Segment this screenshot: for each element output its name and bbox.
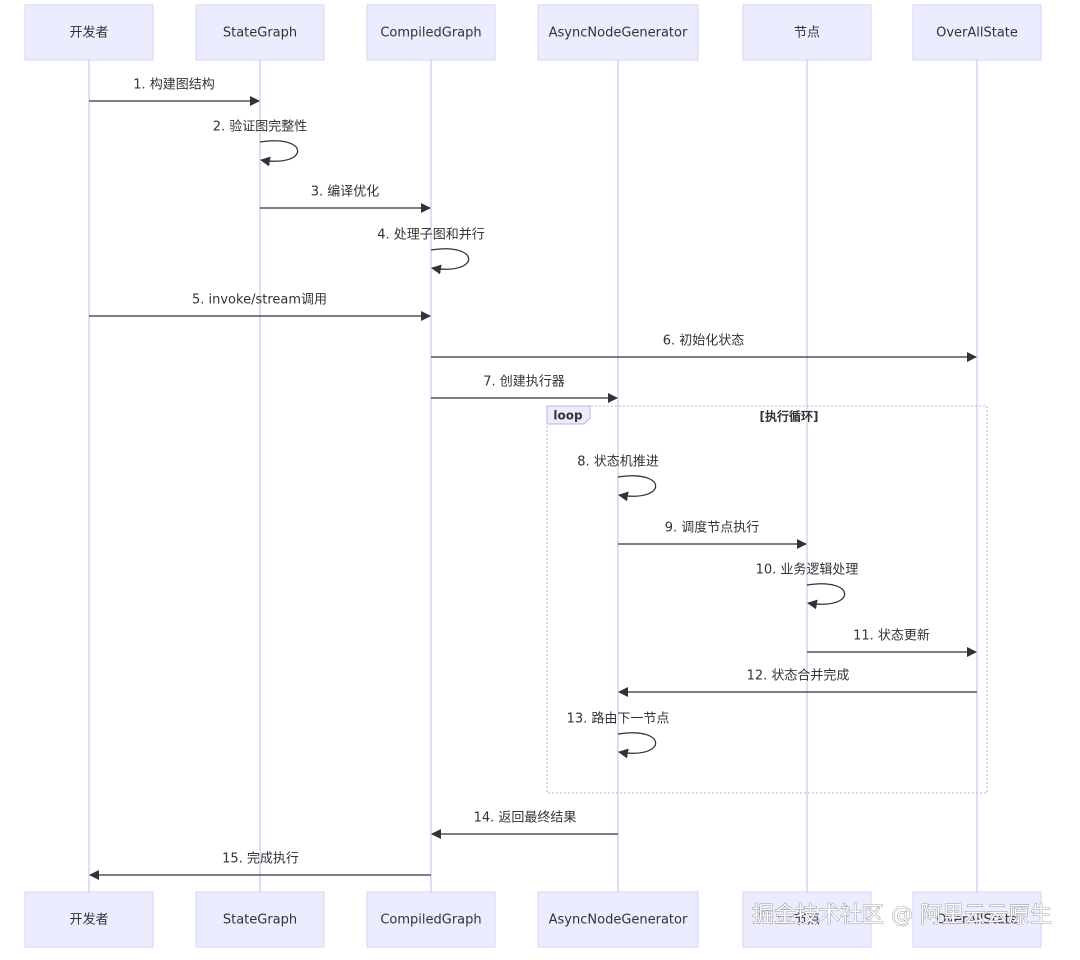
participant-bottom-label: AsyncNodeGenerator xyxy=(549,913,688,928)
participant-top-label: AsyncNodeGenerator xyxy=(549,26,688,41)
message-label: 11. 状态更新 xyxy=(853,628,930,644)
participant-bottom-box xyxy=(742,891,872,948)
self-message xyxy=(259,140,299,167)
participant-top-box xyxy=(742,4,872,61)
participant-bottom-box xyxy=(195,891,325,948)
self-message xyxy=(617,732,657,759)
participant-bottom-label: StateGraph xyxy=(223,913,297,928)
message-label: 13. 路由下一节点 xyxy=(567,711,670,727)
self-message xyxy=(430,248,470,275)
message-label: 8. 状态机推进 xyxy=(577,455,659,470)
message-label: 14. 返回最终结果 xyxy=(474,810,577,826)
message-label: 12. 状态合并完成 xyxy=(747,669,850,684)
message-label: 7. 创建执行器 xyxy=(483,375,565,390)
participant-top-label: 节点 xyxy=(794,26,820,41)
watermark: 掘金技术社区 @ 阿里云云原生 xyxy=(752,903,1052,928)
participant-top-box xyxy=(366,4,496,61)
participant-bottom-label: OverAllState xyxy=(936,913,1018,928)
participant-bottom-box xyxy=(366,891,496,948)
message-label: 9. 调度节点执行 xyxy=(665,520,760,536)
message-label: 2. 验证图完整性 xyxy=(213,119,308,135)
participant-top-label: CompiledGraph xyxy=(380,26,481,41)
loop-title: [执行循环] xyxy=(760,409,819,424)
message-label: 1. 构建图结构 xyxy=(133,78,215,93)
message-label: 10. 业务逻辑处理 xyxy=(756,562,859,578)
loop-keyword: loop xyxy=(553,409,583,423)
message-label: 4. 处理子图和并行 xyxy=(377,228,485,243)
self-message xyxy=(806,583,846,610)
participant-top-box xyxy=(24,4,154,61)
loop-tag xyxy=(546,405,591,425)
participant-bottom-label: 节点 xyxy=(794,913,820,928)
participant-bottom-label: 开发者 xyxy=(69,912,108,928)
message-label: 3. 编译优化 xyxy=(311,185,380,200)
message-label: 6. 初始化状态 xyxy=(663,334,745,349)
participant-top-label: OverAllState xyxy=(936,26,1018,41)
participant-top-label: StateGraph xyxy=(223,26,297,41)
participant-top-label: 开发者 xyxy=(69,25,108,41)
message-label: 5. invoke/stream调用 xyxy=(192,293,327,308)
loop-frame xyxy=(546,405,988,794)
participant-bottom-box xyxy=(537,891,699,948)
participant-top-box xyxy=(537,4,699,61)
participant-top-box xyxy=(195,4,325,61)
participant-bottom-box xyxy=(24,891,154,948)
participant-bottom-box xyxy=(912,891,1042,948)
participant-top-box xyxy=(912,4,1042,61)
message-label: 15. 完成执行 xyxy=(222,852,299,867)
participant-bottom-label: CompiledGraph xyxy=(380,913,481,928)
self-message xyxy=(617,475,657,502)
